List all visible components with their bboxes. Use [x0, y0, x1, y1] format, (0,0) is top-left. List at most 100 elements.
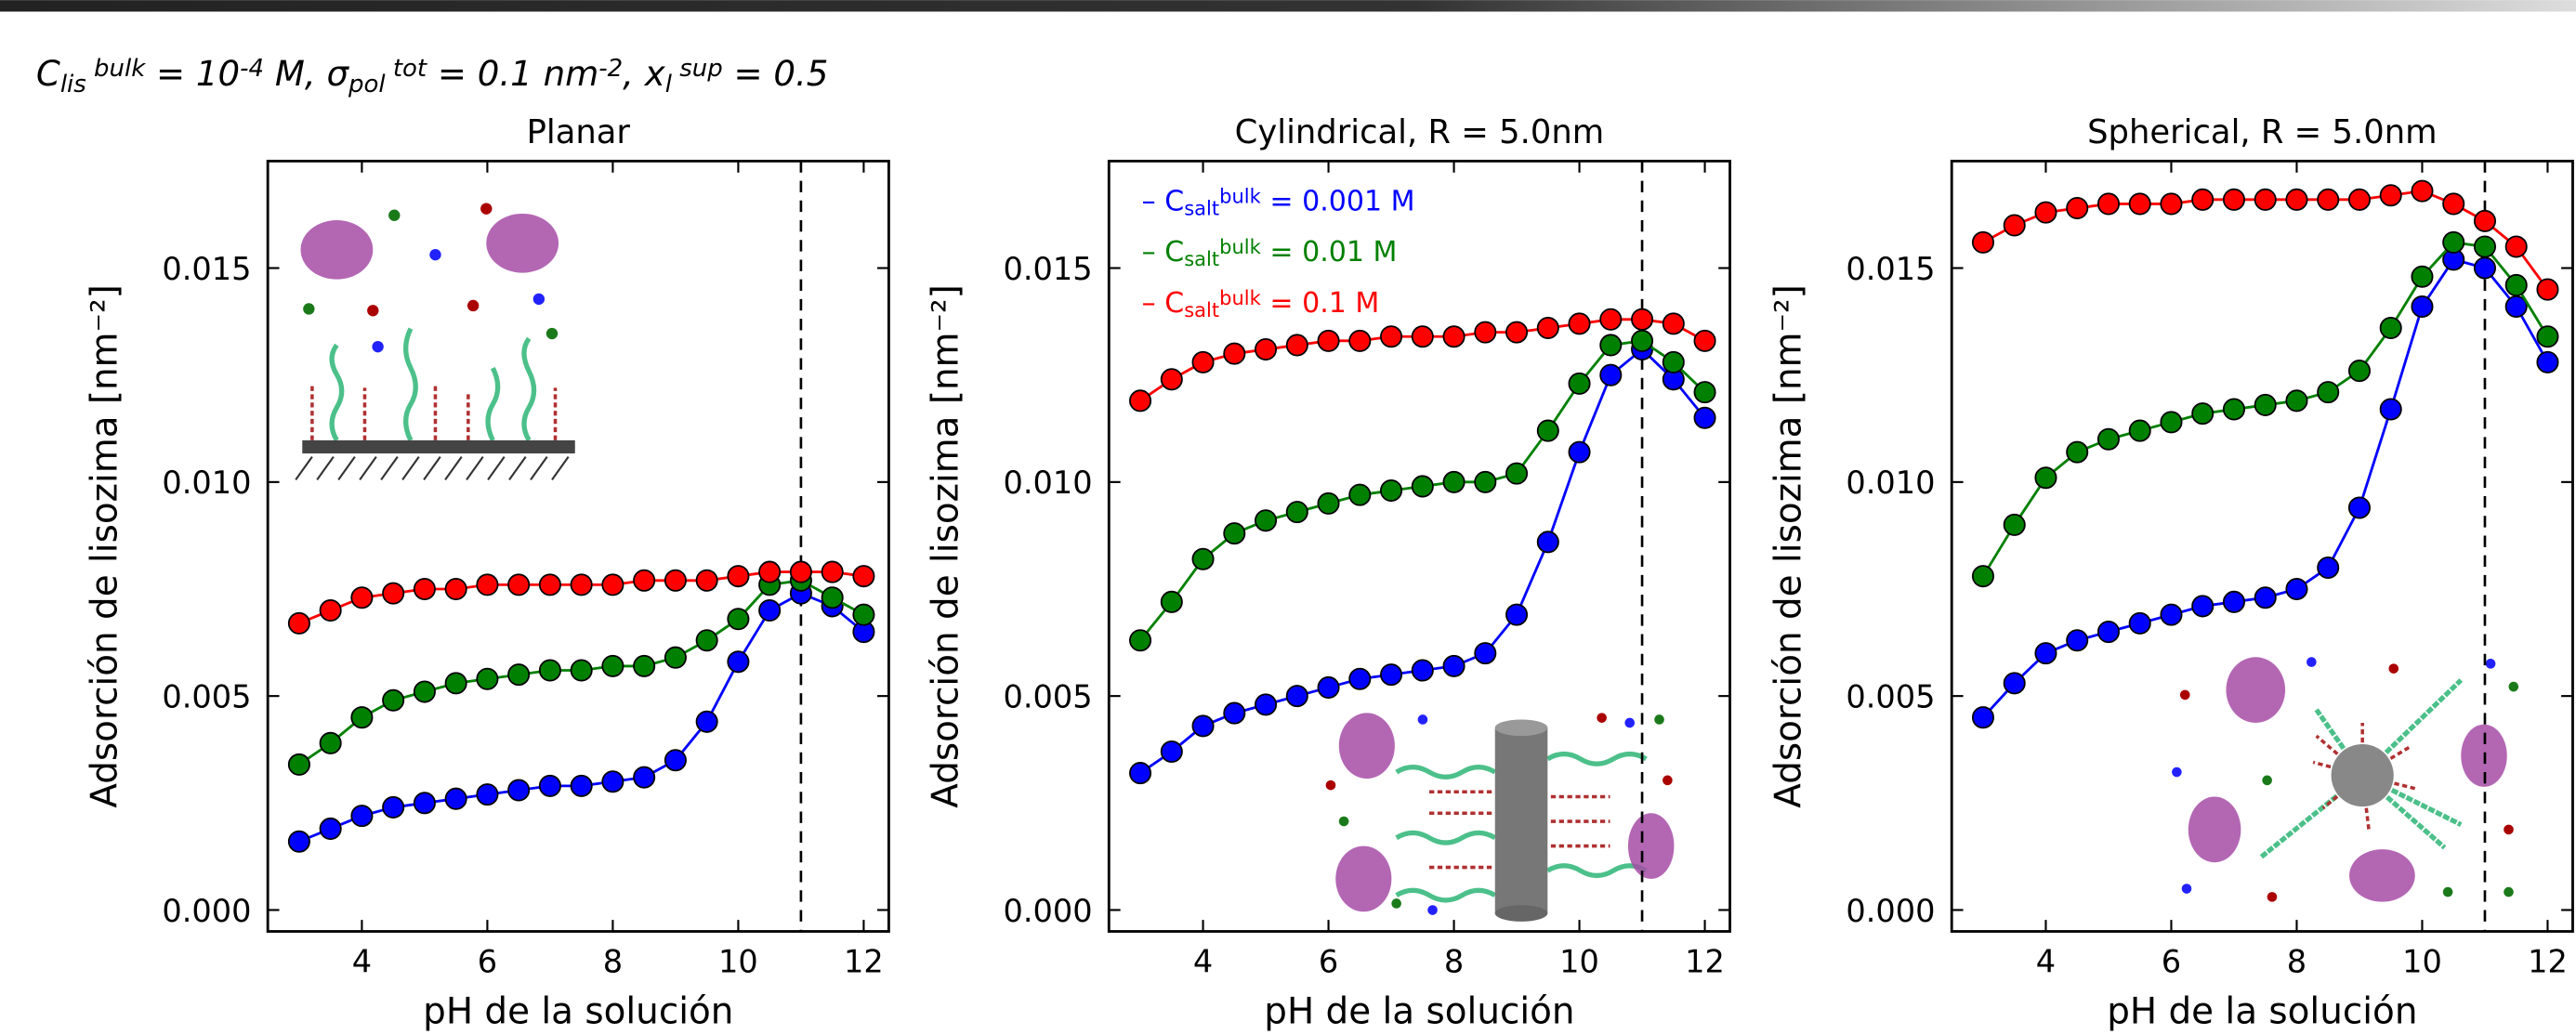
data-point	[382, 582, 405, 605]
data-point	[2066, 440, 2089, 464]
data-point	[1693, 406, 1716, 429]
data-point	[476, 573, 499, 596]
data-point	[2442, 230, 2465, 254]
data-point	[2254, 393, 2277, 416]
data-point	[413, 680, 436, 703]
x-tick-label: 12	[844, 944, 884, 980]
data-point	[1160, 740, 1183, 764]
x-tick-label: 8	[2287, 944, 2307, 980]
text-part: -2	[598, 55, 623, 83]
data-point	[2379, 184, 2402, 207]
data-point	[319, 599, 342, 622]
data-point	[1411, 475, 1434, 498]
data-point	[852, 565, 875, 588]
data-point	[444, 577, 467, 601]
data-point	[1442, 325, 1465, 348]
text-part: – C	[1142, 236, 1185, 269]
data-point	[1317, 329, 1340, 352]
data-point	[1129, 629, 1152, 652]
header: Clis bulk = 10-4 M, σpol tot = 0.1 nm-2,…	[36, 54, 829, 98]
data-point	[287, 753, 310, 776]
data-point	[789, 560, 812, 583]
data-point	[2473, 235, 2496, 258]
data-point	[1536, 419, 1559, 442]
data-point	[2160, 411, 2183, 434]
data-point	[2191, 402, 2215, 426]
data-point	[2379, 316, 2402, 340]
data-point	[1693, 329, 1716, 352]
data-point	[2222, 188, 2245, 211]
data-point	[319, 817, 342, 840]
data-point	[1971, 706, 1994, 729]
data-point	[2034, 201, 2057, 224]
data-point	[1536, 316, 1559, 340]
x-axis-label: pH de la solución	[423, 990, 733, 1032]
data-point	[664, 569, 687, 592]
x-tick-label: 4	[352, 944, 372, 980]
plot-frame	[1107, 159, 1731, 933]
data-point	[1129, 389, 1152, 413]
legend-entry: – Csaltbulk = 0.1 M	[1142, 286, 1380, 322]
data-point	[2160, 192, 2183, 216]
data-point	[2128, 192, 2151, 216]
data-point	[1380, 479, 1403, 503]
data-point	[758, 599, 782, 622]
data-point	[664, 749, 687, 772]
data-point	[1693, 381, 1716, 404]
data-point	[727, 608, 750, 631]
x-tick-label: 8	[603, 944, 623, 980]
data-point	[1160, 368, 1183, 391]
data-point	[2536, 350, 2559, 373]
plot-frame	[266, 159, 890, 933]
data-point	[2285, 389, 2308, 413]
y-tick-label: 0.010	[162, 465, 251, 501]
data-point	[570, 573, 593, 596]
data-point	[1411, 325, 1434, 348]
text-part: C	[36, 54, 60, 94]
x-tick-label: 6	[478, 944, 497, 980]
x-tick-label: 10	[1559, 944, 1599, 980]
data-point	[350, 586, 374, 609]
data-point	[2379, 398, 2402, 421]
data-point	[1285, 685, 1308, 708]
y-axis-label: Adsorción de lisozima [nm⁻²]	[85, 284, 126, 808]
data-point	[382, 795, 405, 819]
data-point	[2128, 611, 2151, 635]
data-point	[2254, 188, 2277, 211]
data-point	[695, 569, 718, 592]
text-part: = 0.1 nm	[427, 54, 598, 94]
data-point	[2096, 621, 2120, 644]
data-point	[444, 672, 467, 695]
data-point	[1255, 693, 1278, 716]
x-tick-label: 6	[2162, 944, 2181, 980]
data-point	[2411, 265, 2434, 288]
text-part: l	[665, 71, 673, 98]
data-point	[1285, 334, 1308, 357]
data-point	[350, 706, 374, 729]
legend-entry: – Csaltbulk = 0.001 M	[1142, 184, 1415, 220]
data-point	[758, 560, 782, 583]
panel-title: Spherical, R = 5.0nm	[2087, 113, 2437, 151]
data-point	[1223, 522, 1246, 545]
data-point	[1191, 350, 1215, 373]
data-point	[538, 774, 561, 797]
data-point	[2347, 496, 2371, 519]
data-point	[1223, 342, 1246, 365]
data-point	[2003, 672, 2026, 695]
data-point	[2347, 188, 2371, 211]
y-tick-label: 0.000	[1003, 893, 1092, 929]
text-part: bulk	[1219, 184, 1261, 207]
data-point	[601, 573, 624, 596]
panel-title: Planar	[527, 113, 631, 151]
data-point	[1474, 321, 1497, 344]
data-point	[2411, 179, 2434, 203]
text-part: -4	[240, 55, 264, 83]
data-point	[2347, 360, 2371, 383]
text-part: = 0.1 M	[1261, 287, 1380, 320]
y-tick-label: 0.005	[1003, 679, 1092, 715]
data-point	[1505, 321, 1529, 344]
data-point	[1599, 308, 1623, 331]
data-point	[2096, 192, 2120, 216]
data-point	[695, 710, 718, 733]
data-point	[2504, 235, 2528, 258]
